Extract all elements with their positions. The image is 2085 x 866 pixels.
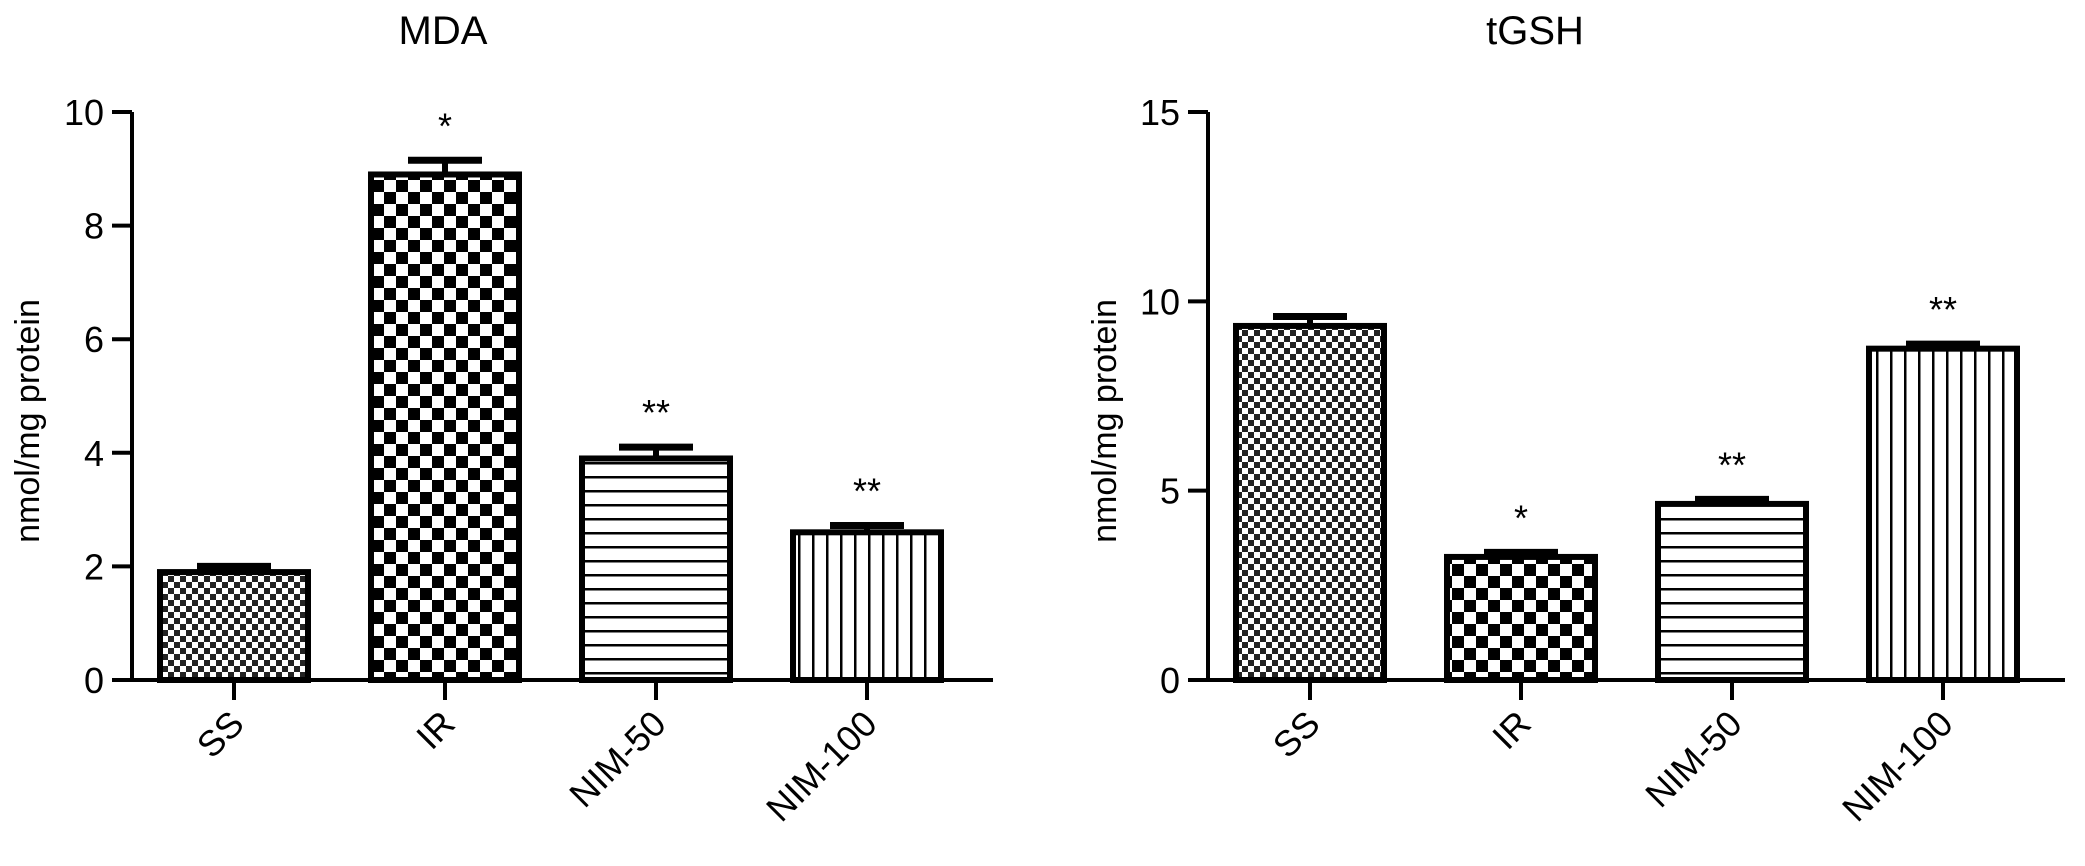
bar-nim-50: [1655, 500, 1809, 684]
bar-ss: [157, 569, 311, 684]
x-tick-label: NIM-100: [1834, 703, 1961, 830]
y-tick-label: 6: [84, 319, 104, 360]
y-tick-label: 4: [84, 433, 104, 474]
bar-ir: [368, 171, 522, 683]
significance-label: **: [853, 471, 881, 512]
chart-panel-mda: MDA nmol/mg protein 0 2 4 6 8 10 SS * IR ** NIM-50…: [9, 9, 993, 829]
chart-title: tGSH: [1486, 9, 1584, 53]
bar-nim-100: [790, 529, 944, 683]
x-tick-label: IR: [1484, 703, 1538, 757]
y-tick-label: 10: [1140, 281, 1180, 322]
significance-label: *: [438, 105, 452, 146]
x-tick-label: NIM-100: [758, 703, 885, 830]
y-tick-label: 0: [1160, 660, 1180, 701]
bar-nim-100: [1866, 345, 2020, 683]
chart-panel-tgsh: tGSH nmol/mg protein 0 5 10 15 SS * IR ** NIM-50…: [1086, 9, 2065, 829]
significance-label: *: [1514, 497, 1528, 538]
x-tick-label: IR: [408, 703, 462, 757]
chart-title: MDA: [399, 9, 488, 53]
y-tick-label: 15: [1140, 92, 1180, 133]
y-tick-label: 0: [84, 660, 104, 701]
y-tick-label: 2: [84, 546, 104, 587]
x-tick-label: SS: [189, 703, 252, 766]
x-tick-label: SS: [1265, 703, 1328, 766]
significance-label: **: [1718, 444, 1746, 485]
y-tick-label: 5: [1160, 471, 1180, 512]
x-tick-label: NIM-50: [561, 703, 673, 815]
y-tick-label: 8: [84, 206, 104, 247]
bar-nim-50: [579, 455, 733, 684]
y-axis-label: nmol/mg protein: [9, 299, 47, 543]
bar-ss: [1233, 322, 1387, 683]
significance-label: **: [642, 392, 670, 433]
y-axis-label: nmol/mg protein: [1086, 299, 1124, 543]
x-tick-label: NIM-50: [1637, 703, 1749, 815]
y-tick-label: 10: [64, 92, 104, 133]
significance-label: **: [1929, 289, 1957, 330]
bar-ir: [1444, 553, 1598, 684]
